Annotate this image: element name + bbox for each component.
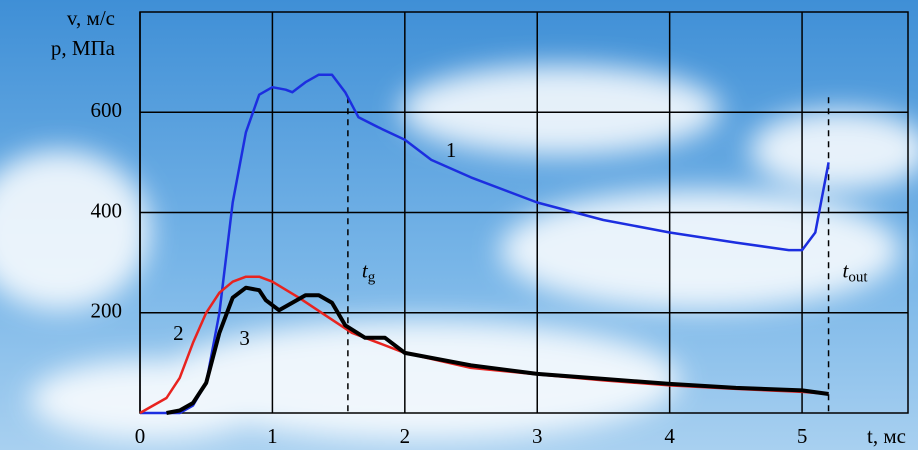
series-label: 2 (173, 321, 184, 345)
x-tick-label: 1 (267, 424, 278, 448)
x-tick-label: 3 (532, 424, 543, 448)
y-tick-label: 200 (91, 299, 123, 323)
x-axis-label: t, мс (867, 424, 906, 448)
chart: 012345200400600v, м/сp, МПаt, мсtgtout12… (0, 0, 918, 450)
series-label: 3 (239, 326, 250, 350)
x-tick-label: 5 (797, 424, 808, 448)
x-tick-label: 4 (664, 424, 675, 448)
x-tick-label: 2 (400, 424, 411, 448)
y-tick-label: 600 (91, 98, 123, 122)
y-axis-label: p, МПа (51, 36, 116, 60)
x-tick-label: 0 (135, 424, 146, 448)
y-axis-label: v, м/с (67, 6, 115, 30)
series-label: 1 (446, 138, 457, 162)
y-tick-label: 400 (91, 198, 123, 222)
